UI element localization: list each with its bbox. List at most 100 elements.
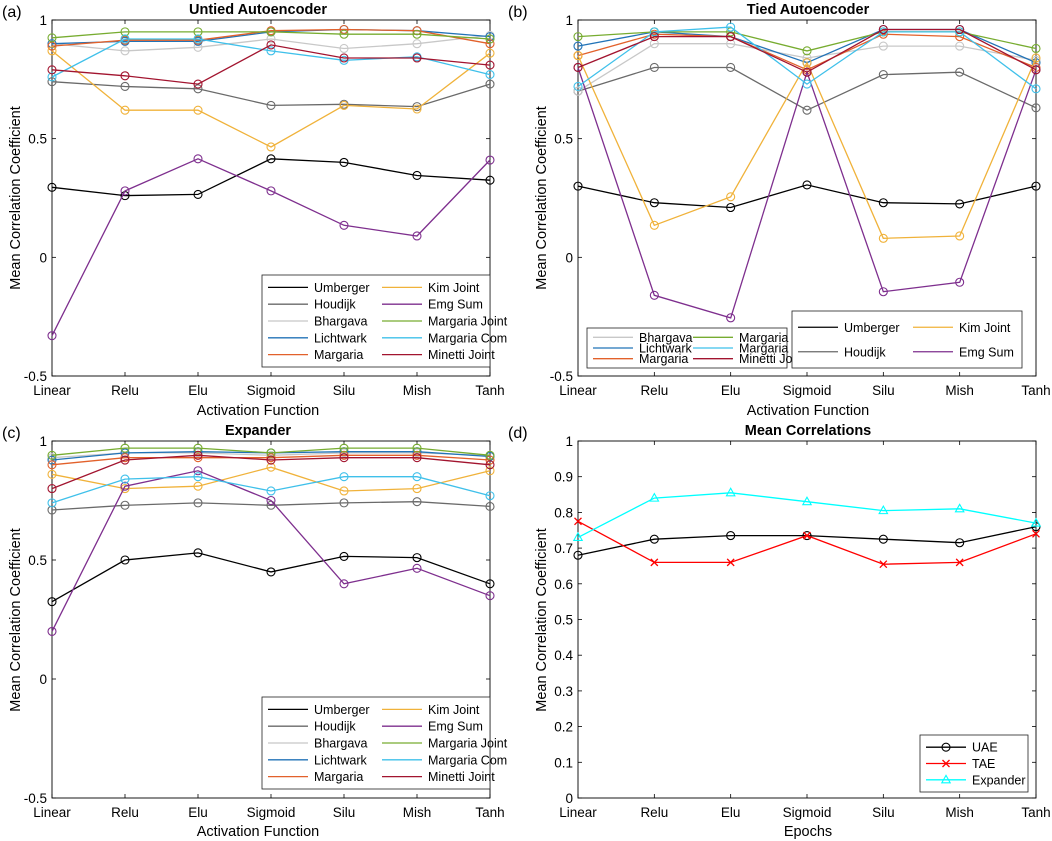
legend-entry-lichtwark: Lichtwark (268, 753, 368, 767)
data-point-margaria-com-elu (193, 472, 203, 482)
data-point-umberger-silu (339, 551, 349, 561)
series-emg-sum (573, 62, 1041, 323)
series-kim-joint (573, 51, 1041, 243)
series-line-minetti-joint (577, 28, 1037, 73)
data-point-margaria-com-tanh (1031, 84, 1041, 94)
data-point-umberger-mish (412, 170, 422, 181)
legend-entry-emg-sum: Emg Sum (382, 298, 483, 312)
data-point-bhargava-relu (649, 39, 659, 49)
data-point-emg-sum-linear (47, 331, 57, 341)
panel-3-ytick-label: 0.8 (554, 505, 573, 520)
series-line-emg-sum (51, 158, 491, 336)
data-point-margaria-joint-linear (47, 33, 57, 43)
data-point-minetti-joint-relu (120, 455, 130, 465)
data-point-margaria-com-silu (339, 472, 349, 482)
data-point-emg-sum-sigmoid (266, 495, 276, 506)
data-point-lichtwark-tanh (485, 32, 495, 42)
data-point-margaria-joint-sigmoid (802, 46, 812, 56)
panel-1-xtick-label-silu: Silu (872, 383, 895, 398)
data-point-emg-sum-tanh (485, 591, 495, 601)
legend-entry-umberger: Umberger (798, 321, 900, 335)
panel-d-title: Mean Correlations (745, 423, 872, 439)
legend-marker-tae (942, 759, 950, 768)
data-point-bhargava-linear (573, 86, 583, 96)
data-point-minetti-joint-silu (878, 24, 888, 35)
data-point-kim-joint-linear (47, 46, 57, 56)
series-uae (573, 522, 1041, 560)
legend-label-tae: TAE (972, 757, 995, 771)
legend-label-houdijk: Houdijk (314, 298, 356, 312)
data-point-umberger-tanh (485, 175, 495, 185)
data-point-emg-sum-relu (120, 481, 130, 491)
data-point-minetti-joint-mish (412, 53, 422, 63)
series-line-umberger (51, 158, 491, 197)
data-point-minetti-joint-silu (339, 453, 349, 463)
legend-label-emg-sum: Emg Sum (428, 720, 483, 734)
panel-2-xtick-label-linear: Linear (33, 805, 71, 820)
panel-d-ylabel: Mean Correlation Coefficient (534, 528, 550, 712)
series-line-margaria-com (51, 476, 491, 504)
data-point-umberger-linear (47, 597, 57, 607)
legend-entry-emg-sum: Emg Sum (382, 720, 483, 734)
legend-entry-margaria: Margaria (268, 770, 363, 784)
panel-1-legend-2-box (791, 310, 1023, 369)
data-point-umberger-linear (47, 182, 57, 192)
legend-label-kim-joint: Kim Joint (959, 321, 1011, 335)
data-point-umberger-mish (412, 553, 422, 563)
data-point-lichtwark-relu (120, 448, 130, 458)
panel-0-ytick-label: 1 (39, 13, 47, 28)
data-point-margaria-joint-elu (193, 27, 203, 37)
data-point-kim-joint-mish (412, 484, 422, 494)
data-point-bhargava-elu (726, 39, 736, 49)
legend-entry-houdijk: Houdijk (268, 720, 356, 734)
data-point-margaria-joint-silu (339, 443, 349, 453)
panel-a-letter: (a) (2, 4, 22, 21)
data-point-uae-sigmoid (802, 531, 812, 541)
legend-entry-minetti-joint: Minetti Joint (693, 352, 806, 366)
legend-label-lichtwark: Lichtwark (314, 753, 368, 767)
data-point-expander-mish (954, 503, 965, 513)
panel-2-xtick-label-silu: Silu (333, 805, 356, 820)
legend-label-margaria: Margaria (639, 352, 688, 366)
data-point-margaria-com-linear (47, 498, 57, 508)
series-line-margaria-com (577, 26, 1037, 90)
panel-a: (a) Untied Autoencoder Activation Functi… (2, 2, 508, 419)
series-margaria-joint (47, 443, 495, 460)
data-point-minetti-joint-elu (726, 32, 736, 42)
data-point-margaria-joint-elu (193, 443, 203, 453)
data-point-umberger-silu (339, 157, 349, 167)
series-expander (572, 487, 1042, 541)
panel-2-legend: Umberger Kim Joint Houdijk Emg Sum Bhargava M… (261, 696, 508, 790)
data-point-emg-sum-mish (412, 563, 422, 573)
data-point-bhargava-sigmoid (266, 450, 276, 460)
data-point-margaria-com-tanh (485, 70, 495, 80)
panel-1-xtick-label-sigmoid: Sigmoid (783, 383, 832, 398)
data-point-minetti-joint-silu (339, 53, 349, 63)
panel-3-xtick-label-relu: Relu (640, 805, 668, 820)
series-minetti-joint (573, 24, 1041, 77)
legend-label-lichtwark: Lichtwark (314, 331, 368, 345)
panel-1-ytick-label: 0.5 (554, 132, 573, 147)
data-point-umberger-relu (649, 198, 659, 208)
panel-3-xtick-label-linear: Linear (559, 805, 597, 820)
legend-label-kim-joint: Kim Joint (428, 281, 480, 295)
legend-entry-lichtwark: Lichtwark (268, 331, 368, 345)
data-point-minetti-joint-linear (573, 62, 583, 73)
legend-label-umberger: Umberger (314, 281, 370, 295)
series-line-minetti-joint (51, 454, 491, 490)
data-point-umberger-elu (726, 202, 736, 213)
data-point-margaria-com-tanh (485, 491, 495, 501)
legend-label-margaria-joint: Margaria Joint (428, 737, 508, 751)
data-point-kim-joint-silu (339, 100, 349, 110)
series-umberger (47, 548, 495, 607)
data-point-houdijk-tanh (485, 79, 495, 89)
legend-label-emg-sum: Emg Sum (428, 298, 483, 312)
series-kim-joint (47, 462, 495, 496)
data-point-houdijk-relu (649, 62, 659, 73)
data-point-kim-joint-mish (412, 104, 422, 114)
data-point-expander-linear (572, 531, 584, 541)
legend-marker-expander (940, 774, 952, 784)
data-point-margaria-tanh (485, 455, 495, 465)
data-point-umberger-sigmoid (266, 154, 276, 164)
data-point-bhargava-relu (120, 46, 130, 56)
